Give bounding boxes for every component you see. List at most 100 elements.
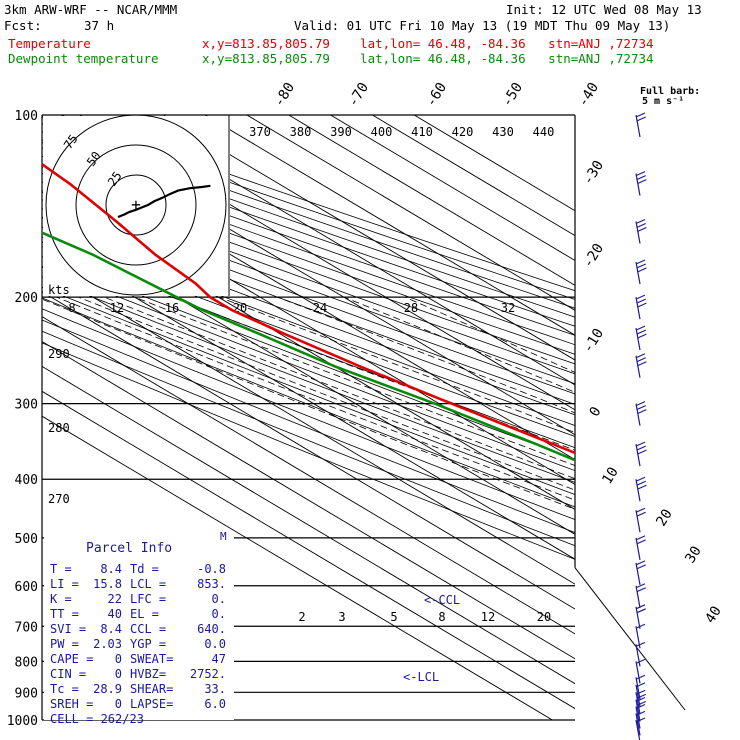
wind-barb xyxy=(635,441,647,467)
parcel-row-key2: SHEAR= xyxy=(130,682,173,696)
lower-right-mask xyxy=(575,567,690,720)
mixing-ratio-label-lower: 12 xyxy=(481,610,495,624)
mixing-ratio-label: 16 xyxy=(165,301,179,315)
isotherm-line xyxy=(42,390,575,710)
theta-label: 440 xyxy=(533,125,555,139)
wind-barb-flag xyxy=(637,333,647,339)
mixing-ratio-label: 28 xyxy=(404,301,418,315)
wind-barb-flag xyxy=(635,171,646,177)
ccl-marker: <-CCL xyxy=(424,593,460,607)
parcel-row-value: 0 xyxy=(115,667,122,681)
wind-barb-flag xyxy=(635,674,646,680)
parcel-row-key2: LAPSE= xyxy=(130,697,173,711)
isotherm-line xyxy=(42,365,575,685)
parcel-row-value2: 640. xyxy=(197,622,226,636)
parcel-row-key: Tc = xyxy=(50,682,79,696)
dry-adiabat-line xyxy=(42,181,575,375)
isotherm-line xyxy=(121,115,575,386)
isotherm-label: -60 xyxy=(423,80,450,110)
parcel-row-value: 2.03 xyxy=(93,637,122,651)
parcel-row-key2: LCL = xyxy=(130,577,166,591)
wind-barb xyxy=(635,535,646,560)
moist-adiabat-line xyxy=(218,296,575,433)
temperature-profile xyxy=(42,162,575,455)
wind-barb-staff xyxy=(635,173,641,196)
parcel-row-key: K = xyxy=(50,592,72,606)
profile-clip xyxy=(42,162,575,462)
parcel-row-key: TT = xyxy=(50,607,79,621)
wind-barb xyxy=(635,507,646,533)
mixing-ratio-label-lower: 3 xyxy=(338,610,345,624)
dewpoint-profile xyxy=(42,231,575,462)
wind-barb xyxy=(635,641,646,667)
isotherm-line xyxy=(163,115,575,361)
wind-barb xyxy=(635,623,646,649)
hodograph-unit-label: kts xyxy=(48,283,70,297)
m-marker: M xyxy=(220,530,227,543)
wind-barb xyxy=(635,294,647,320)
mixing-ratio-line xyxy=(713,479,740,720)
isotherm-label: -80 xyxy=(271,80,298,110)
wind-barb xyxy=(635,401,647,426)
parcel-row-value: 8.4 xyxy=(100,562,122,576)
wind-barb-staff xyxy=(635,221,641,244)
wind-barb-flag xyxy=(636,405,646,411)
theta-side-label: 270 xyxy=(48,492,70,506)
pressure-tick-label: 100 xyxy=(15,109,38,124)
parcel-row-key: CAPE = xyxy=(50,652,93,666)
wind-barb-staff xyxy=(635,479,641,502)
wind-barb xyxy=(635,674,646,700)
wind-barb-flag xyxy=(636,587,646,593)
wind-barb-flag xyxy=(636,329,646,335)
wind-barb-flag xyxy=(636,263,646,269)
isotherm-label: -40 xyxy=(575,80,602,110)
isotherm-line xyxy=(42,266,575,585)
parcel-row-key2: LFC = xyxy=(130,592,166,606)
parcel-info-title: Parcel Info xyxy=(86,541,172,556)
wind-barb-flag xyxy=(635,560,646,566)
wind-barb xyxy=(635,658,646,684)
wind-barb-staff xyxy=(635,261,641,285)
wind-barb-flag xyxy=(637,267,647,273)
isotherm-line xyxy=(42,291,575,610)
parcel-box-bg xyxy=(44,537,234,720)
parcel-cell-value: CELL = 262/23 xyxy=(50,712,144,726)
wind-barb-flag xyxy=(636,357,646,363)
wind-barb-flag xyxy=(636,564,646,570)
hodograph-ring-label: 50 xyxy=(84,149,104,169)
dry-adiabat-line xyxy=(42,208,575,405)
wind-barb-staff xyxy=(635,684,641,708)
wind-barb-flag xyxy=(636,539,646,545)
hodograph-ring xyxy=(45,114,227,296)
wind-barb-flag xyxy=(636,480,646,486)
wind-barb-staff xyxy=(635,403,641,426)
isotherm-label: 0 xyxy=(587,404,605,420)
pressure-tick-label: 400 xyxy=(15,473,38,488)
parcel-row-key2: HVBZ= xyxy=(130,667,166,681)
lcl-marker: <-LCL xyxy=(403,670,439,684)
parcel-row-key: T = xyxy=(50,562,72,576)
isotherm-label: -30 xyxy=(580,158,607,188)
wind-barb-staff xyxy=(635,706,641,729)
diagram-corner-line xyxy=(574,567,686,711)
theta-label: 400 xyxy=(371,125,393,139)
forecast-label: Fcst: xyxy=(4,18,42,33)
mixing-ratio-label-lower: 8 xyxy=(438,610,445,624)
isotherm-line xyxy=(42,241,575,560)
wind-barb-staff xyxy=(635,719,641,740)
wind-barb xyxy=(635,353,647,378)
wind-barb xyxy=(635,259,647,285)
parcel-row-key: LI = xyxy=(50,577,79,591)
hodograph-ring-label: 75 xyxy=(61,132,81,152)
annotations: <-CCL <-LCL M xyxy=(220,530,460,684)
wind-barb-staff xyxy=(635,562,641,586)
wind-barb xyxy=(635,325,647,351)
valid-time: Valid: 01 UTC Fri 10 May 13 (19 MDT Thu … xyxy=(294,18,671,33)
isotherm-line xyxy=(42,316,575,635)
isotherm-line xyxy=(330,115,575,262)
wind-barb-staff xyxy=(635,114,641,138)
theta-label: 380 xyxy=(290,125,312,139)
parcel-info-box: Parcel Info T = 8.4 Td = -0.8 LI = 15.8 LCL = 85… xyxy=(44,537,234,726)
wind-barb-flag xyxy=(636,298,646,304)
wind-barb-staff xyxy=(635,510,641,533)
